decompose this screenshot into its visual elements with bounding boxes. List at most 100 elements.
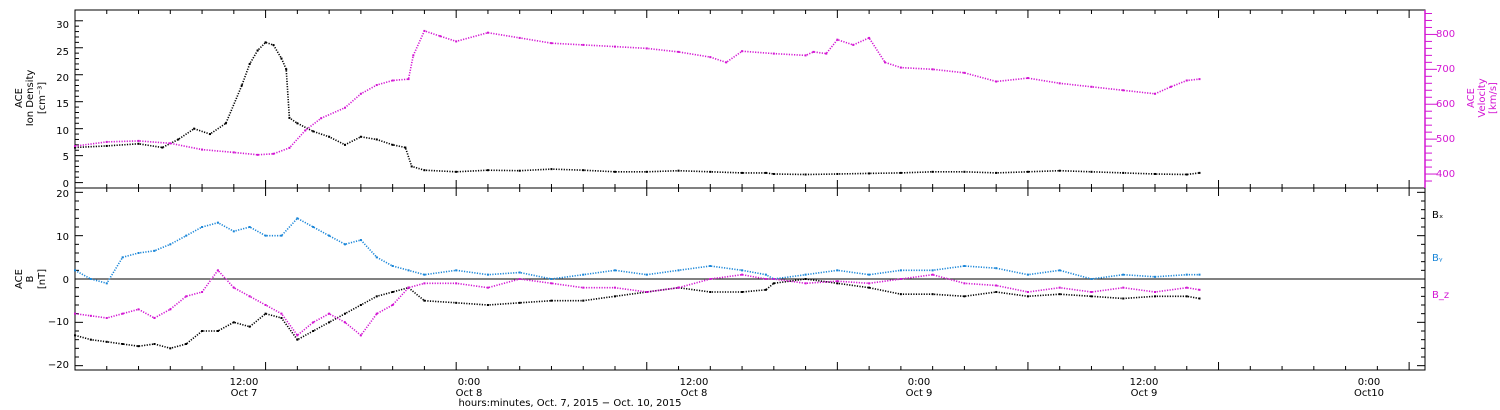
by-point: [391, 265, 394, 267]
x-tick-time-label: 0:00: [908, 377, 930, 388]
ion-density-point: [486, 169, 489, 172]
density-tick-label: 0: [63, 179, 69, 190]
velocity-point: [486, 31, 489, 34]
x-tick-date-label: Oct 8: [681, 388, 708, 399]
ion-density-point: [296, 122, 299, 125]
by-point: [312, 226, 315, 228]
x-tick-date-label: Oct 9: [1131, 388, 1158, 399]
by-point: [836, 269, 839, 272]
ion-density-point: [285, 68, 288, 71]
legend-by: Bᵧ: [1432, 253, 1443, 264]
x-tick-time-label: 0:00: [1358, 377, 1380, 388]
legend-bz: B_z: [1432, 290, 1449, 301]
velocity-point: [836, 38, 839, 41]
by-point: [868, 273, 871, 276]
chart-labels: 12:00 Oct 7 0:00 Oct 8 12:00 Oct 8 0:00 …: [14, 20, 1499, 409]
ion-density-point: [137, 142, 140, 145]
velocity-point: [272, 152, 275, 155]
velocity-point: [1122, 89, 1125, 92]
b-tick-label: −10: [48, 317, 69, 328]
by-point: [1122, 273, 1125, 276]
velocity-point: [137, 139, 140, 142]
velocity-point: [963, 71, 966, 74]
velocity-tick-label: 400: [1436, 169, 1455, 180]
bz-point: [328, 312, 331, 315]
bx-point: [137, 345, 140, 348]
ion-density-point: [582, 169, 585, 172]
bz-point: [995, 284, 998, 287]
ion-density-point: [899, 171, 902, 174]
velocity-point: [1169, 85, 1172, 88]
ion-density-point: [455, 170, 458, 173]
ion-density-point: [931, 170, 934, 173]
by-point: [1154, 275, 1156, 278]
velocity-point: [884, 61, 886, 64]
ion-density-point: [772, 172, 775, 175]
by-point: [359, 239, 362, 241]
bz-point: [121, 312, 124, 315]
by-point: [280, 234, 283, 237]
velocity-point: [868, 36, 871, 39]
bz-point: [232, 286, 235, 289]
bx-series: [74, 278, 1201, 350]
ion-density-point: [391, 143, 394, 146]
ion-density-point: [1185, 173, 1188, 176]
velocity-point: [439, 35, 442, 38]
by-trace: [74, 217, 1200, 285]
bz-point: [344, 321, 346, 324]
bx-trace: [74, 278, 1200, 350]
bz-point: [645, 291, 648, 293]
velocity-point: [812, 50, 815, 53]
ion-density-point: [312, 130, 315, 133]
bx-point: [764, 288, 767, 291]
bz-point: [1090, 291, 1093, 293]
bx-point: [121, 343, 124, 345]
bx-point: [1058, 293, 1061, 296]
ion-density-point: [645, 170, 648, 173]
x-tick-date-label: Oct 9: [906, 388, 933, 399]
bz-point: [153, 317, 156, 319]
by-point: [248, 226, 251, 228]
density-tick-label: 15: [56, 99, 69, 110]
bz-point: [391, 304, 394, 306]
by-point: [423, 273, 426, 276]
bz-point: [1198, 288, 1201, 291]
density-tick-label: 30: [56, 20, 69, 31]
bx-point: [312, 330, 315, 332]
by-point: [296, 217, 299, 220]
bz-point: [486, 286, 489, 289]
velocity-point: [582, 43, 585, 46]
ion-density-point: [1058, 169, 1061, 172]
bx-point: [550, 299, 553, 302]
bz-series: [74, 269, 1201, 337]
bx-point: [963, 295, 966, 298]
bz-point: [836, 280, 839, 283]
bx-point: [741, 291, 744, 293]
bx-point: [1090, 295, 1093, 298]
bx-point: [216, 330, 219, 332]
velocity-point: [1026, 77, 1029, 80]
velocity-point: [407, 78, 410, 81]
by-point: [995, 267, 998, 270]
x-tick-date-label: Oct 7: [231, 388, 258, 399]
velocity-axis-title: Velocity: [1477, 78, 1488, 117]
bx-point: [423, 299, 426, 302]
ion-density-point: [868, 172, 871, 175]
velocity-tick-label: 500: [1436, 134, 1455, 145]
bx-point: [248, 325, 251, 328]
velocity-point: [169, 142, 172, 145]
bx-point: [105, 340, 108, 343]
velocity-trace: [74, 29, 1200, 156]
ion-density-point: [764, 171, 767, 174]
bz-point: [709, 278, 712, 280]
bz-point: [296, 334, 299, 337]
ion-density-point: [1198, 171, 1201, 174]
velocity-axis-title: ACE: [1466, 88, 1477, 108]
ion-density-series: [74, 41, 1201, 176]
legend-bx: Bₓ: [1432, 210, 1443, 221]
bz-point: [216, 269, 219, 272]
bz-point: [677, 286, 680, 289]
density-axis-title: [cm⁻³]: [37, 82, 48, 114]
bx-point: [232, 321, 235, 324]
